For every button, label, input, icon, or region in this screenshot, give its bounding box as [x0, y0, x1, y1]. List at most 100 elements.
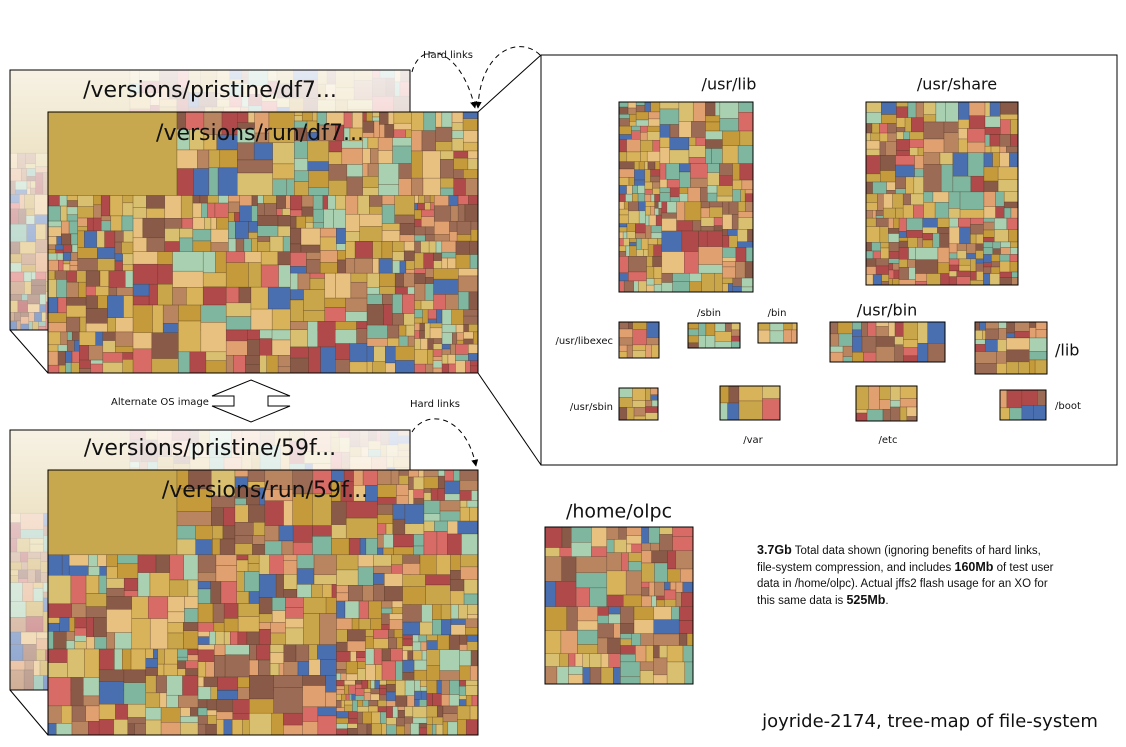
tile: [432, 349, 443, 357]
tile: [114, 241, 122, 255]
tile: [47, 344, 59, 352]
tile: [59, 617, 70, 632]
tile: [597, 615, 609, 624]
tile: [656, 599, 665, 607]
tile: [127, 703, 147, 718]
tile: [628, 256, 647, 273]
tile: [675, 592, 682, 607]
tile: [422, 177, 441, 196]
double-arrow: [211, 379, 291, 423]
tile: [345, 661, 358, 675]
treemap: [757, 322, 798, 344]
tile: [879, 123, 888, 134]
tile: [418, 722, 428, 729]
tile: [362, 163, 369, 177]
note-text: Total data shown (ignoring benefits of h…: [757, 545, 1041, 574]
tile: [635, 105, 646, 113]
tile: [633, 407, 646, 417]
tile: [1014, 331, 1030, 339]
tile: [791, 322, 798, 331]
tile: [66, 297, 87, 306]
tile: [626, 526, 642, 536]
tile: [205, 351, 227, 361]
tile: [425, 277, 434, 284]
tile: [995, 206, 1005, 219]
tile: [336, 672, 342, 681]
tile: [398, 178, 412, 196]
panel-label: /var: [743, 435, 763, 446]
tile: [414, 218, 422, 228]
treemap: [618, 321, 660, 359]
tile: [167, 622, 184, 634]
tile: [740, 189, 746, 203]
tile: [137, 572, 151, 597]
tile: [714, 272, 723, 293]
tile: [879, 226, 889, 243]
tile: [145, 667, 159, 676]
tile: [1035, 321, 1048, 330]
tile: [381, 241, 393, 259]
tile: [212, 603, 225, 623]
tile: [911, 117, 924, 133]
tile: [344, 700, 353, 706]
tile: [975, 250, 984, 260]
tile: [295, 216, 307, 229]
tile: [958, 119, 970, 129]
tile: [625, 245, 630, 257]
tile: [290, 252, 307, 267]
tile: [394, 195, 415, 216]
tile: [47, 662, 68, 678]
tile: [896, 127, 906, 133]
tile: [744, 193, 754, 203]
tile: [568, 674, 584, 685]
tile: [313, 574, 337, 585]
tile: [423, 513, 441, 522]
tile: [967, 152, 985, 177]
tile: [271, 610, 286, 623]
tile: [359, 213, 383, 227]
tile: [618, 328, 633, 339]
tile: [435, 724, 444, 736]
tile: [263, 195, 277, 204]
tile: [399, 260, 407, 274]
tile: [450, 570, 461, 580]
tile: [164, 228, 180, 242]
tile: [347, 723, 358, 729]
tile: [107, 317, 116, 333]
tile: [675, 581, 684, 593]
tile: [384, 124, 395, 138]
tile: [164, 195, 182, 219]
tile: [223, 719, 233, 736]
tile: [98, 703, 116, 720]
tile: [645, 344, 652, 359]
tile: [396, 495, 409, 505]
tile: [875, 346, 895, 363]
tile: [653, 266, 663, 279]
tile: [69, 260, 78, 266]
tile: [456, 234, 472, 242]
tile: [722, 261, 736, 268]
tile: [455, 240, 470, 255]
tile: [66, 200, 78, 208]
tile: [648, 581, 655, 597]
tile: [447, 533, 462, 556]
tile: [626, 543, 632, 553]
tile: [881, 281, 890, 286]
tile: [411, 177, 424, 196]
tile: [336, 680, 345, 687]
tile: [466, 634, 479, 642]
tile: [373, 554, 392, 567]
tile: [716, 185, 733, 197]
tile: [448, 634, 460, 650]
tile: [974, 321, 980, 331]
tile: [1035, 329, 1048, 339]
tile: [123, 230, 134, 243]
tile: [257, 215, 279, 226]
tile: [441, 363, 450, 374]
tile: [937, 217, 950, 228]
tile: [628, 177, 635, 186]
tile: [114, 632, 133, 650]
tile: [636, 238, 642, 250]
tile: [654, 581, 665, 597]
